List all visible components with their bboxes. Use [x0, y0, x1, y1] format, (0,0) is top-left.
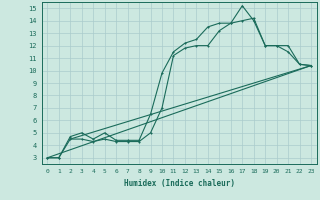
X-axis label: Humidex (Indice chaleur): Humidex (Indice chaleur) [124, 179, 235, 188]
